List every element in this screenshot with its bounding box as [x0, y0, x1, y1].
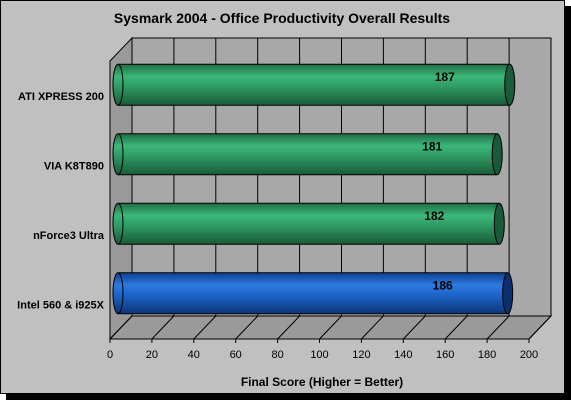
bar-start-cap [112, 202, 124, 245]
gridline-floor [361, 315, 384, 340]
bar: 187 [112, 63, 516, 106]
bar-body [118, 133, 498, 175]
gridline-floor [109, 315, 133, 340]
category-label: ATI XPRESS 200 [18, 91, 104, 103]
category-label: VIA K8T890 [44, 160, 104, 172]
bars: 187 181 182 186 [112, 63, 516, 315]
bar-body [118, 203, 500, 245]
bar-body [118, 64, 510, 106]
category-label: nForce3 Ultra [33, 230, 105, 242]
gridline-floor [486, 315, 510, 340]
bar-value-label: 181 [422, 139, 442, 153]
gridline-floor [151, 315, 175, 340]
bar: 181 [112, 133, 503, 176]
x-tick-label: 0 [107, 349, 113, 361]
bar-start-cap [112, 63, 124, 106]
x-tick-label: 60 [230, 349, 242, 361]
x-tick-label: 180 [478, 349, 496, 361]
x-tick-label: 20 [146, 349, 158, 361]
bar-value-label: 186 [433, 278, 453, 292]
x-tick-label: 40 [188, 349, 200, 361]
bar-outline [118, 63, 510, 106]
bar-start-cap [112, 272, 124, 315]
x-tick-labels: 0 20 40 60 80 100 120 140 160 180 200 [107, 349, 538, 361]
bar-outline [118, 272, 508, 315]
gridline-floor [402, 315, 426, 340]
bar-end-cap [504, 63, 516, 106]
category-labels: ATI XPRESS 200 VIA K8T890 nForce3 Ultra Int… [17, 91, 105, 312]
bar-outline [118, 202, 500, 245]
x-tick-label: 200 [520, 349, 538, 361]
category-label: Intel 560 & i925X [17, 299, 104, 311]
frame-shadow-bottom [6, 394, 571, 400]
bar-start-cap [112, 133, 124, 176]
x-tick-label: 160 [436, 349, 454, 361]
gridline-floor [528, 315, 552, 340]
gridline-floor [193, 315, 217, 340]
x-tick-label: 120 [352, 349, 370, 361]
gridline-floor [277, 315, 300, 340]
bar-end-cap [491, 133, 503, 176]
bar: 182 [112, 202, 505, 245]
bar-body [118, 272, 508, 314]
chart-title: Sysmark 2004 - Office Productivity Overa… [114, 10, 450, 26]
bar-end-cap [493, 202, 505, 245]
gridline-floor [235, 315, 259, 340]
gridline-floor [444, 315, 468, 340]
x-tick-label: 140 [394, 349, 412, 361]
bar: 186 [112, 272, 514, 315]
x-tick-label: 80 [271, 349, 283, 361]
bar-value-label: 182 [424, 209, 444, 223]
bar-outline [118, 133, 498, 176]
x-axis-label: Final Score (Higher = Better) [241, 375, 403, 389]
gridline-floor [319, 315, 342, 340]
x-tick-label: 100 [310, 349, 328, 361]
frame-shadow-right [565, 6, 571, 400]
bar-value-label: 187 [435, 70, 455, 84]
bar-end-cap [502, 272, 514, 315]
